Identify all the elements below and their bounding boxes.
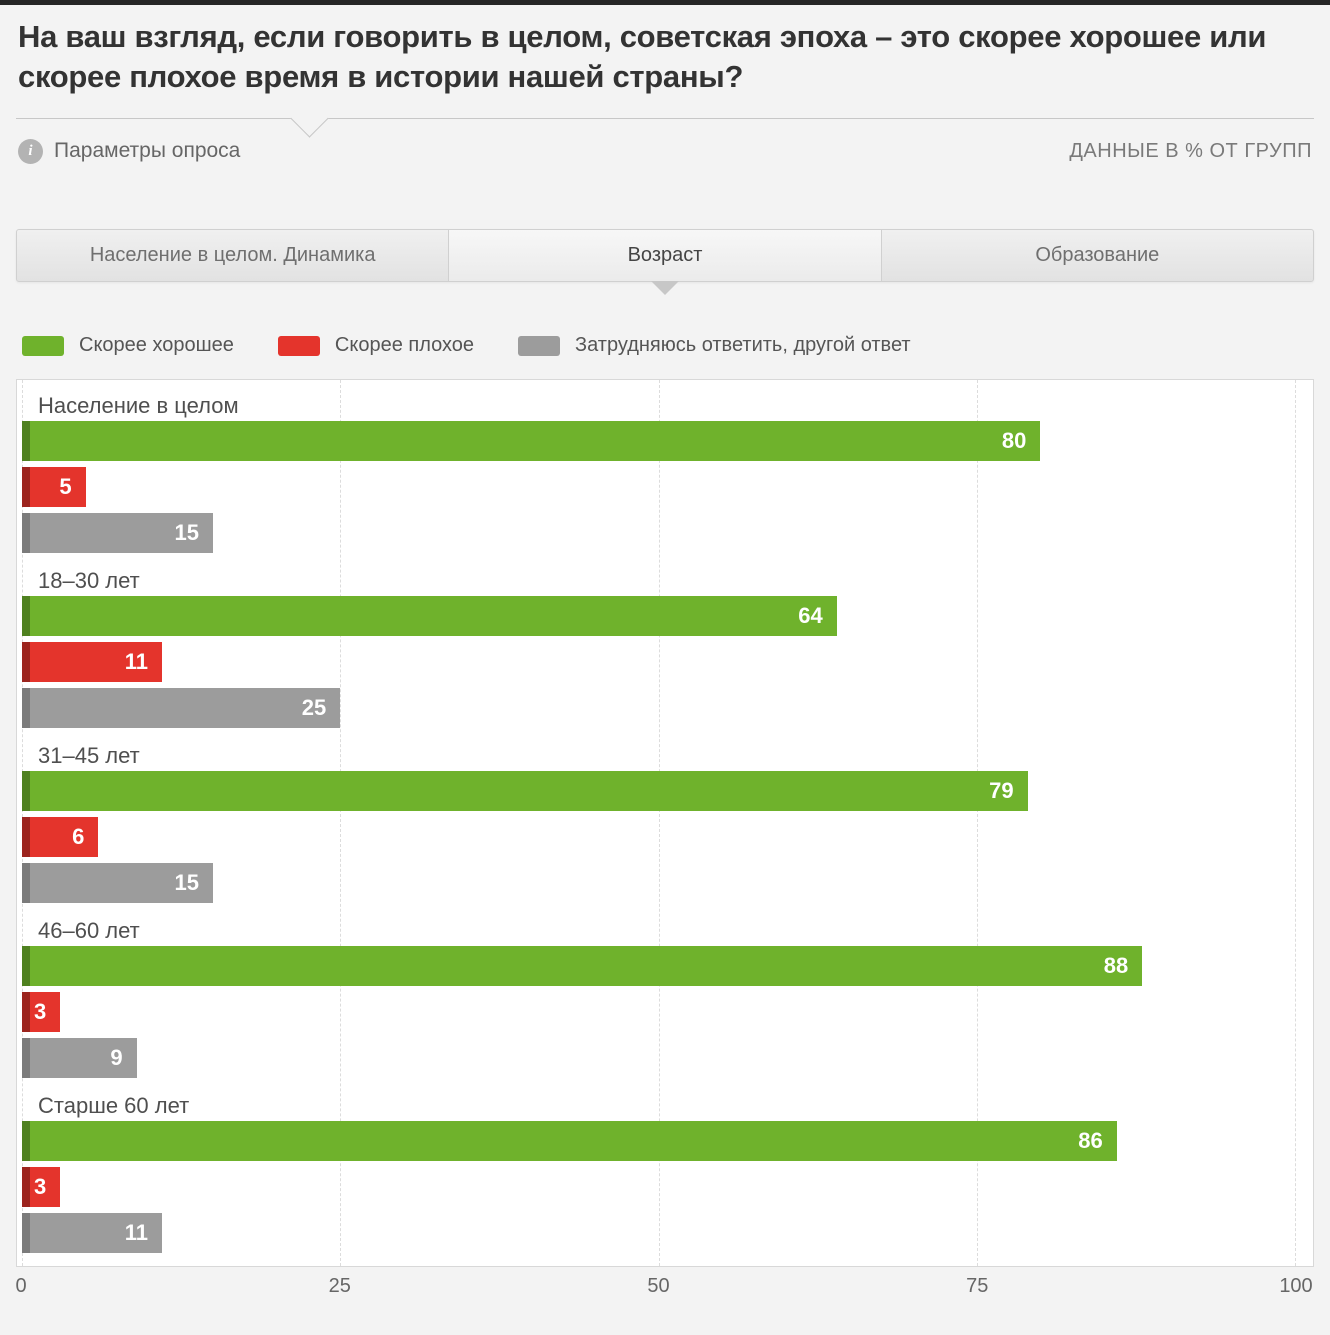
bar-row: 80 [22,421,1295,462]
x-tick-label: 50 [647,1275,670,1298]
x-axis-plot: 0 25 50 75 100 [15,1267,1312,1309]
bar-row: 86 [22,1121,1295,1162]
legend-label: Затрудняюсь ответить, другой ответ [575,334,911,357]
bar-row: 25 [22,688,1295,729]
bar-chart: Население в целом 80 5 15 18–30 лет 64 11 25 31–… [16,379,1314,1268]
chart-groups: Население в целом 80 5 15 18–30 лет 64 11 25 31–… [22,380,1295,1254]
bar-value-label: 5 [59,474,72,500]
meta-row: i Параметры опроса ДАННЫЕ В % ОТ ГРУПП [18,136,1312,166]
bar-row: 79 [22,771,1295,812]
tab-education[interactable]: Образование [882,230,1313,281]
bar-row: 15 [22,863,1295,904]
bar-bad[interactable]: 3 [22,992,61,1033]
tab-label: Возраст [627,244,703,267]
bar-row: 9 [22,1038,1295,1079]
group-label: Старше 60 лет [38,1093,190,1119]
bar-row: 64 [22,596,1295,637]
chart-group: 46–60 лет 88 3 9 [22,909,1295,1079]
bar-good[interactable]: 86 [22,1121,1117,1162]
legend-swatch-undecided [518,335,561,356]
survey-params-label: Параметры опроса [54,139,241,163]
legend-swatch-bad [277,335,320,356]
bar-undecided[interactable]: 9 [22,1038,137,1079]
bar-undecided[interactable]: 11 [22,1213,163,1254]
legend-item-good: Скорее хорошее [22,334,234,357]
tab-bar: Население в целом. Динамика Возраст Обра… [16,229,1314,296]
top-accent-bar [0,0,1330,5]
bar-undecided[interactable]: 25 [22,688,341,729]
bar-value-label: 25 [301,695,327,721]
group-label: 18–30 лет [38,568,140,594]
legend-item-bad: Скорее плохое [277,334,475,357]
x-tick-label: 25 [328,1275,351,1298]
bar-row: 3 [22,1167,1295,1208]
bar-bad[interactable]: 6 [22,817,99,858]
bar-value-label: 88 [1103,953,1129,979]
gridline [658,380,660,1267]
bar-good[interactable]: 79 [22,771,1028,812]
tab-label: Население в целом. Динамика [89,244,376,267]
bar-value-label: 15 [174,520,199,546]
bar-value-label: 79 [989,778,1014,804]
bar-good[interactable]: 88 [22,946,1143,987]
bar-value-label: 9 [110,1045,123,1071]
x-tick-label: 100 [1279,1275,1313,1298]
info-icon: i [18,138,43,164]
bar-value-label: 11 [124,1220,149,1246]
question-title: На ваш взгляд, если говорить в целом, со… [18,19,1267,94]
legend-item-undecided: Затрудняюсь ответить, другой ответ [518,334,911,357]
tab-label: Образование [1035,244,1160,267]
plot-area: Население в целом 80 5 15 18–30 лет 64 11 25 31–… [22,380,1296,1267]
bar-good[interactable]: 64 [22,596,837,637]
bar-row: 11 [22,1213,1295,1254]
bar-value-label: 11 [124,649,149,675]
chart-group: 31–45 лет 79 6 15 [22,734,1295,904]
group-label: 46–60 лет [38,918,140,944]
gridline [976,380,978,1267]
gridline [340,380,342,1267]
bar-value-label: 64 [798,603,823,629]
legend-swatch-good [22,335,64,356]
bar-row: 5 [22,467,1295,508]
survey-params-link[interactable]: i Параметры опроса [18,138,241,164]
x-tick-label: 0 [15,1275,27,1298]
header-separator [16,99,1314,138]
tab-population-dynamics[interactable]: Население в целом. Динамика [17,230,450,282]
bar-value-label: 86 [1078,1128,1103,1154]
bar-undecided[interactable]: 15 [22,863,213,904]
tab-age[interactable]: Возраст [449,230,882,296]
bar-row: 15 [22,513,1295,554]
x-axis: 0 25 50 75 100 [15,1267,1314,1309]
group-label: Население в целом [38,393,239,419]
bar-bad[interactable]: 5 [22,467,86,508]
gridline [1295,380,1296,1267]
bar-value-label: 3 [33,999,47,1025]
bar-bad[interactable]: 3 [22,1167,61,1208]
bar-row: 88 [22,946,1295,987]
bar-row: 3 [22,992,1295,1033]
active-tab-pointer [650,281,679,296]
legend-label: Скорее плохое [334,334,475,357]
separator-tail-pointer [290,99,329,138]
chart-group: 18–30 лет 64 11 25 [22,559,1295,729]
chart-group: Старше 60 лет 86 3 11 [22,1084,1295,1254]
group-label: 31–45 лет [38,743,140,769]
bar-row: 11 [22,642,1295,683]
bar-value-label: 6 [72,824,85,850]
bar-value-label: 3 [33,1174,47,1200]
x-tick-label: 75 [966,1275,989,1298]
bar-good[interactable]: 80 [22,421,1041,462]
bar-value-label: 80 [1001,428,1027,454]
bar-bad[interactable]: 11 [22,642,163,683]
legend-label: Скорее хорошее [79,334,234,357]
bar-row: 6 [22,817,1295,858]
chart-group: Население в целом 80 5 15 [22,384,1295,554]
chart-legend: Скорее хорошее Скорее плохое Затрудняюсь… [22,334,1308,357]
data-note: ДАННЫЕ В % ОТ ГРУПП [1069,139,1312,162]
bar-undecided[interactable]: 15 [22,513,213,554]
bar-value-label: 15 [174,870,199,896]
